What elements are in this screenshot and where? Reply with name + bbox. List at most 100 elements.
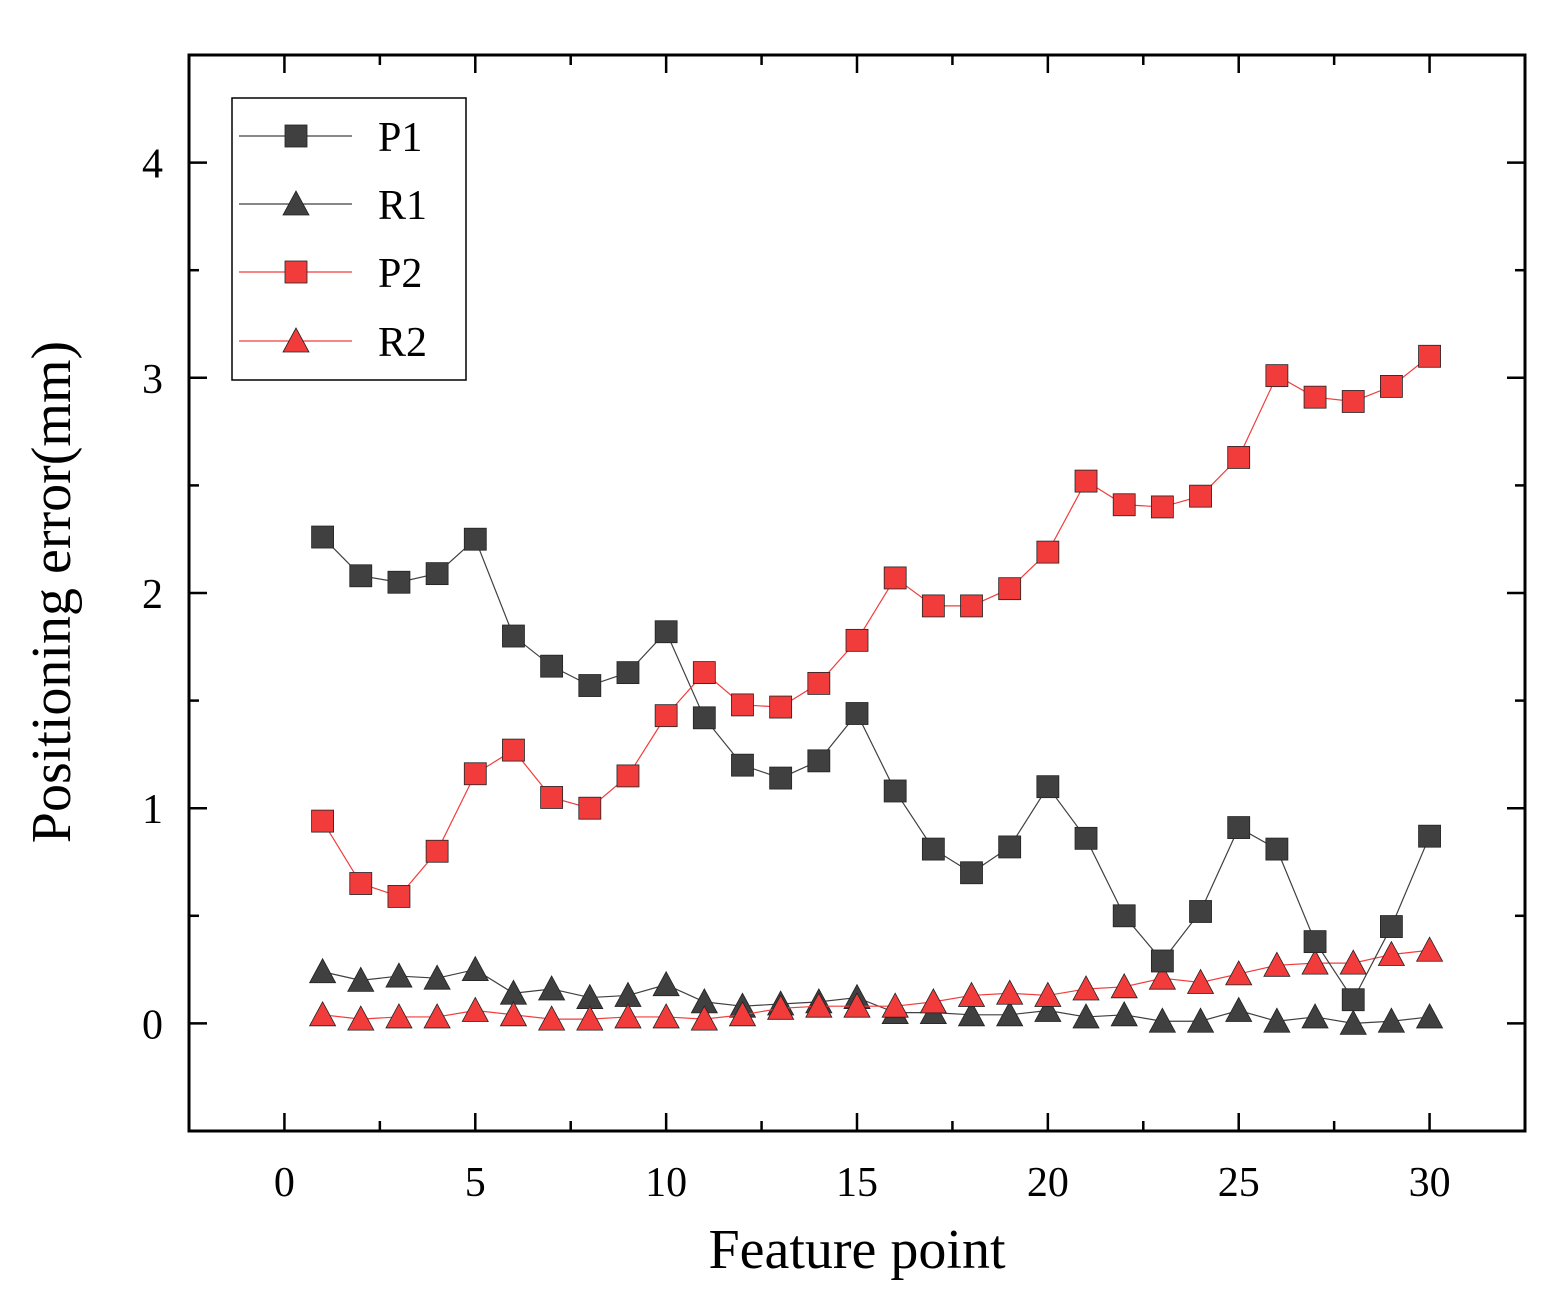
point-P2	[1150, 495, 1174, 519]
point-P2	[1418, 344, 1441, 368]
series-layer	[308, 344, 1444, 1035]
point-R1	[308, 957, 337, 984]
point-R1	[1110, 1000, 1138, 1027]
series-line-R1	[322, 968, 1430, 1025]
point-P2	[998, 577, 1022, 601]
point-P1	[807, 749, 831, 773]
point-R2	[1339, 949, 1367, 975]
point-P1	[1112, 904, 1136, 928]
legend-label-P2: P2	[378, 251, 422, 297]
point-P1	[692, 706, 716, 730]
point-R2	[308, 1000, 337, 1027]
point-P1	[387, 570, 411, 594]
point-R1	[614, 981, 642, 1007]
point-P2	[425, 839, 449, 863]
point-P1	[540, 654, 564, 678]
point-R1	[1148, 1007, 1177, 1033]
series-P1	[311, 525, 1441, 1012]
legend: P1 R1 P2 R2	[231, 97, 467, 381]
point-P1	[1341, 988, 1365, 1012]
point-R1	[1186, 1007, 1215, 1033]
point-R1	[996, 1000, 1024, 1027]
point-P2	[654, 704, 678, 728]
point-R1	[1263, 1007, 1291, 1033]
point-R1	[461, 955, 489, 981]
tick-labels: 0 5 10 15 20 25 30 0 1 2 3 4	[142, 142, 1451, 1206]
point-R2	[1301, 949, 1329, 975]
point-R2	[1034, 981, 1062, 1007]
point-P2	[769, 695, 793, 719]
axis-ticks	[189, 55, 1525, 1131]
point-R2	[385, 1003, 413, 1029]
point-R2	[728, 1000, 757, 1027]
point-P1	[998, 835, 1022, 859]
legend-marker-P1	[284, 124, 308, 148]
point-P2	[1036, 540, 1060, 564]
series-line-P2	[322, 355, 1430, 898]
x-tick-label: 30	[1409, 1160, 1451, 1206]
point-P2	[1265, 364, 1289, 388]
y-axis-title: Positioning error(mm)	[21, 341, 83, 843]
legend-label-R1: R1	[378, 183, 427, 229]
point-P2	[1227, 446, 1251, 469]
point-R1	[385, 962, 413, 988]
x-tick-label: 10	[645, 1160, 687, 1206]
point-P1	[1189, 900, 1212, 923]
point-P1	[1227, 816, 1251, 839]
y-tick-label: 1	[142, 787, 163, 833]
point-R2	[1377, 940, 1406, 966]
point-P1	[883, 779, 907, 803]
legend-label-P1: P1	[378, 115, 422, 161]
point-P1	[769, 766, 793, 790]
x-tick-label: 20	[1027, 1160, 1069, 1206]
point-R1	[1072, 1003, 1100, 1029]
point-R1	[1301, 1003, 1329, 1029]
x-tick-label: 5	[465, 1160, 486, 1206]
x-tick-label: 0	[274, 1160, 295, 1206]
point-P2	[463, 762, 487, 786]
point-R2	[1415, 936, 1444, 962]
point-R2	[423, 1003, 451, 1029]
point-R2	[1072, 975, 1100, 1001]
point-P2	[921, 594, 945, 618]
point-P2	[1074, 469, 1098, 493]
y-tick-label: 0	[142, 1002, 163, 1048]
point-R2	[957, 981, 986, 1007]
point-P2	[616, 764, 640, 788]
point-P1	[654, 620, 678, 644]
point-R1	[423, 964, 451, 990]
point-R1	[537, 975, 566, 1001]
point-R1	[1225, 996, 1253, 1022]
point-R2	[1148, 964, 1177, 990]
point-R2	[652, 1003, 680, 1029]
point-P1	[960, 861, 983, 885]
point-R2	[537, 1005, 566, 1031]
point-P1	[578, 674, 602, 697]
point-P2	[1380, 375, 1403, 398]
point-P2	[807, 671, 831, 695]
point-P2	[387, 885, 411, 908]
point-P1	[731, 753, 754, 777]
series-R2	[308, 936, 1444, 1031]
point-R2	[843, 992, 871, 1018]
point-R2	[461, 996, 489, 1022]
point-P1	[1265, 837, 1289, 861]
point-R2	[1263, 951, 1291, 977]
point-R2	[996, 979, 1024, 1005]
point-P2	[1112, 493, 1136, 517]
point-P2	[540, 786, 564, 809]
x-axis-title: Feature point	[708, 1219, 1005, 1281]
legend-box	[231, 97, 467, 381]
point-P1	[425, 562, 449, 586]
legend-label-R2: R2	[378, 320, 427, 366]
legend-marker-R1	[282, 190, 310, 216]
point-P2	[349, 872, 373, 895]
point-P1	[845, 702, 869, 725]
point-P1	[1150, 949, 1174, 973]
point-P1	[1303, 930, 1327, 954]
point-R2	[347, 1005, 375, 1031]
point-R2	[1225, 960, 1253, 986]
point-P2	[502, 738, 525, 762]
point-P2	[1303, 385, 1327, 409]
